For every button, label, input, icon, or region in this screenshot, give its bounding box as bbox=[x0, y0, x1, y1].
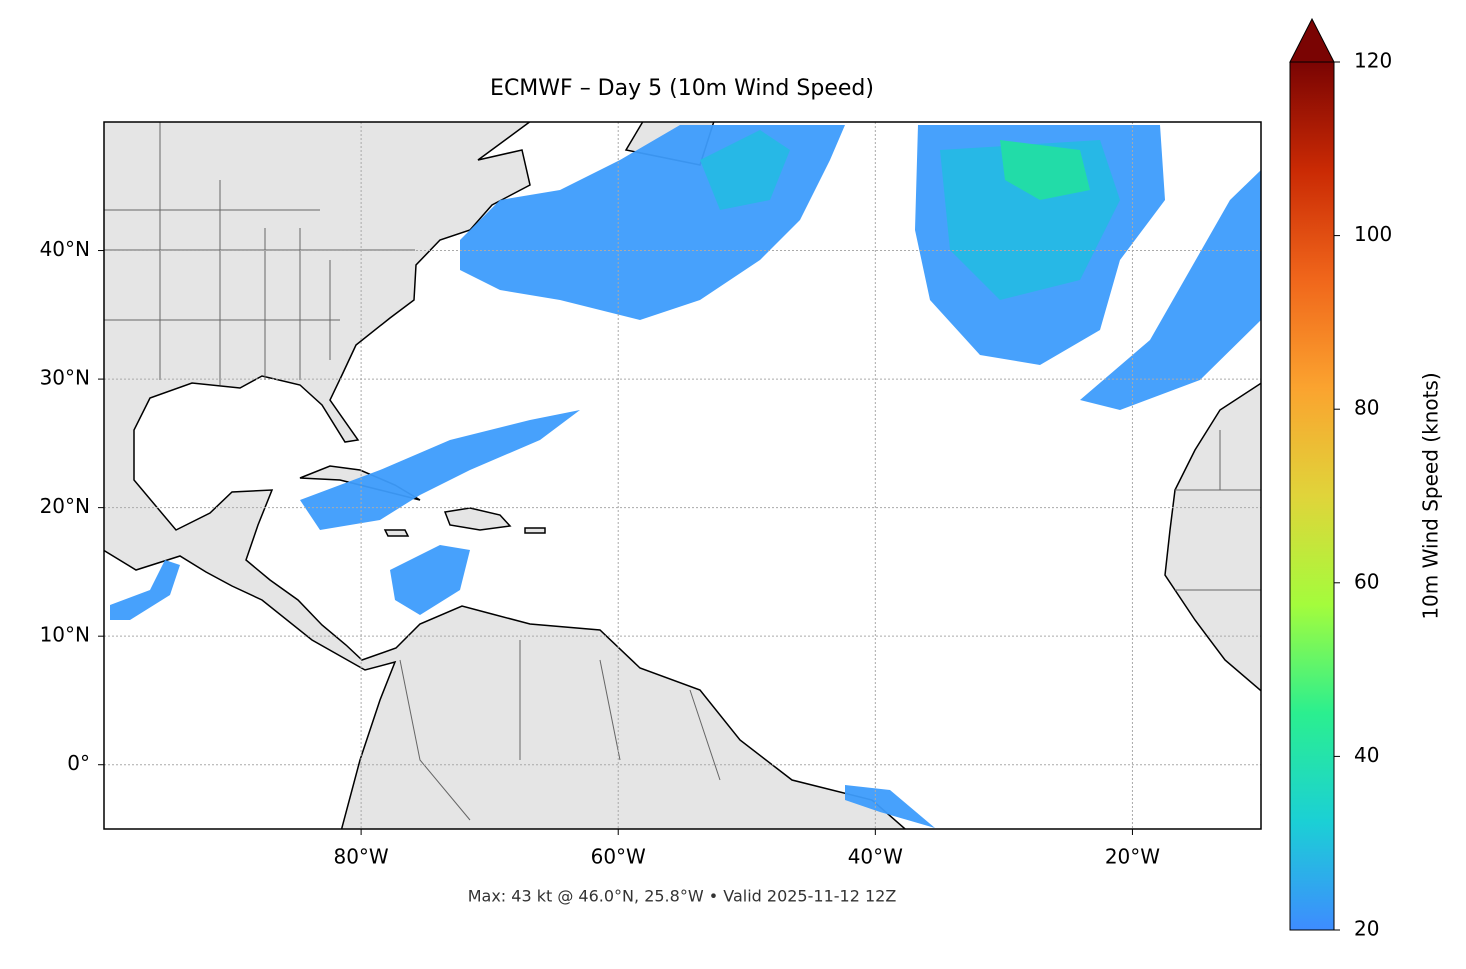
wind-area bbox=[1000, 140, 1090, 200]
map-frame bbox=[103, 121, 1262, 830]
wind-area bbox=[700, 130, 790, 210]
y-tick-label: 40°N bbox=[40, 237, 90, 261]
colorbar-label: 10m Wind Speed (knots) bbox=[1419, 372, 1443, 619]
y-tick-label: 20°N bbox=[40, 494, 90, 518]
colorbar-tick-label: 60 bbox=[1354, 569, 1379, 593]
colorbar-extension bbox=[1289, 17, 1335, 63]
annotation: Max: 43 kt @ 46.0°N, 25.8°W • Valid 2025… bbox=[468, 887, 897, 906]
africa-land bbox=[1164, 382, 1261, 692]
colorbar-scale bbox=[1289, 61, 1335, 931]
graticule bbox=[104, 122, 1261, 829]
wind-area bbox=[390, 545, 470, 615]
wind-area bbox=[1080, 170, 1261, 410]
x-tick-label: 80°W bbox=[333, 845, 388, 869]
jamaica bbox=[383, 529, 410, 537]
colorbar-tick-label: 100 bbox=[1354, 222, 1392, 246]
y-tick-label: 0° bbox=[67, 751, 90, 775]
americas-land bbox=[104, 122, 907, 829]
wind-area bbox=[300, 410, 580, 530]
map-layers bbox=[104, 122, 1261, 829]
y-tick-label: 10°N bbox=[40, 623, 90, 647]
chart-title: ECMWF – Day 5 (10m Wind Speed) bbox=[490, 76, 874, 101]
x-tick-label: 20°W bbox=[1105, 845, 1160, 869]
y-tick-label: 30°N bbox=[40, 366, 90, 390]
x-tick-label: 60°W bbox=[591, 845, 646, 869]
colorbar-tick-label: 80 bbox=[1354, 396, 1379, 420]
colorbar-tick-label: 20 bbox=[1354, 917, 1379, 941]
colorbar-tick-label: 40 bbox=[1354, 743, 1379, 767]
colorbar: 20 40 60 80 100 120 10m Wind Speed (knots) bbox=[1289, 17, 1443, 941]
puerto-rico bbox=[524, 527, 546, 534]
wind-area bbox=[845, 785, 935, 828]
x-tick-label: 40°W bbox=[848, 845, 903, 869]
wind-area bbox=[110, 560, 180, 620]
colorbar-tick-label: 120 bbox=[1354, 49, 1392, 73]
